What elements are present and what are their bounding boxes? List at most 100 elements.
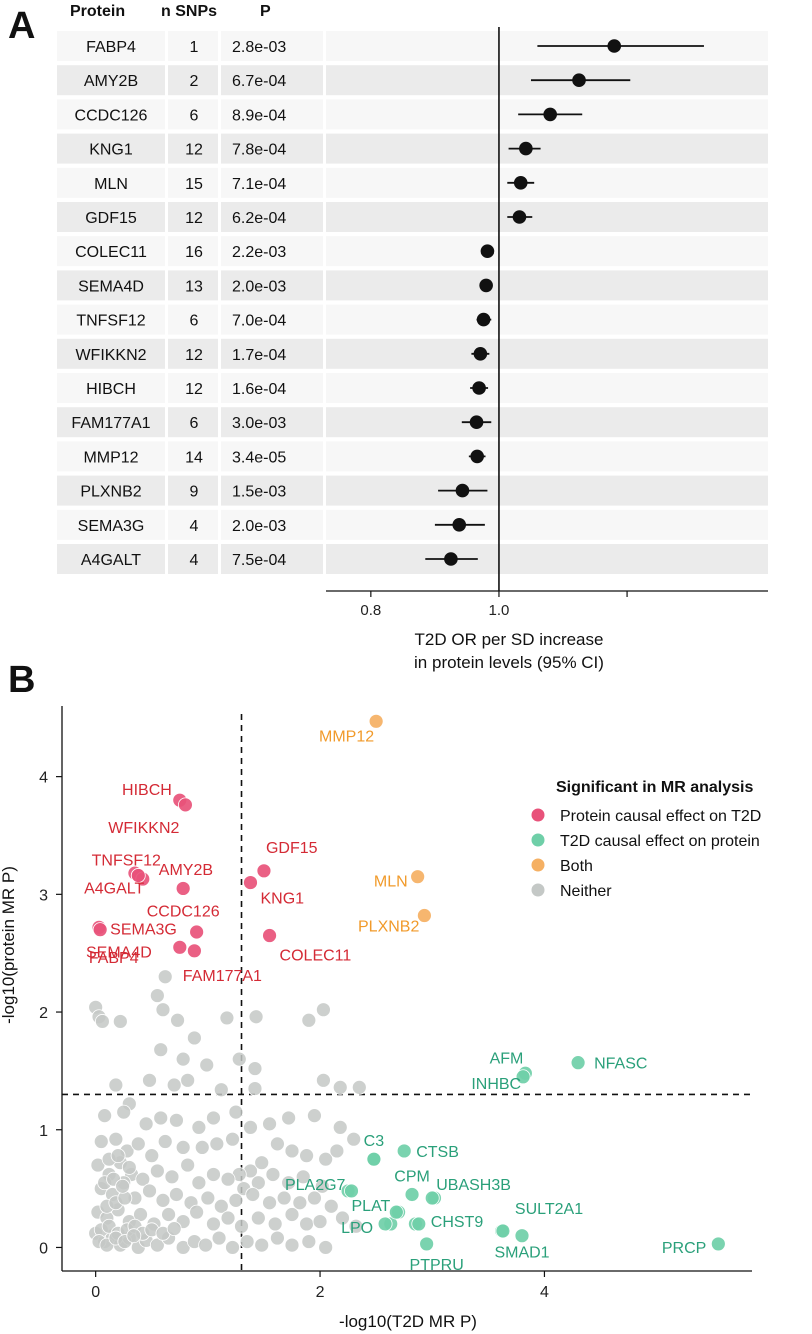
point-neither: [211, 1230, 227, 1246]
scatter-y-tick-label: 3: [39, 887, 48, 904]
row-protein-name: WFIKKN2: [75, 347, 146, 364]
or-point: [479, 278, 493, 293]
row-nsnps: 16: [185, 244, 203, 261]
row-bg-protein: [57, 304, 165, 335]
row-pvalue: 7.8e-04: [232, 142, 286, 159]
point-label: UBASH3B: [436, 1177, 511, 1194]
point-t2d: [344, 1183, 359, 1199]
row-protein-name: FAM177A1: [71, 415, 150, 432]
row-nsnps: 6: [190, 313, 199, 330]
or-point: [476, 312, 491, 327]
row-nsnps: 14: [185, 449, 203, 466]
point-neither: [225, 1240, 240, 1255]
point-neither: [155, 1192, 171, 1208]
point-protein: [130, 868, 146, 883]
row-bg-plot: [326, 304, 768, 335]
point-neither: [243, 1119, 258, 1135]
row-bg-protein: [57, 407, 165, 438]
point-t2d: [495, 1223, 511, 1239]
point-protein: [256, 863, 272, 879]
point-neither: [281, 1110, 297, 1126]
point-label: WFIKKN2: [108, 820, 179, 837]
row-protein-name: MMP12: [83, 449, 138, 466]
row-bg-protein: [57, 544, 165, 574]
point-neither: [200, 1190, 216, 1206]
row-bg-plot: [326, 270, 768, 301]
point-label: CHST9: [431, 1214, 484, 1231]
legend: Significant in MR analysis Protein causa…: [530, 779, 761, 900]
or-point: [543, 107, 558, 122]
point-neither: [348, 1218, 364, 1234]
point-label: INHBC: [471, 1076, 521, 1093]
point-t2d: [396, 1143, 412, 1159]
panel-label-a: A: [8, 5, 35, 47]
row-bg-protein: [57, 338, 165, 369]
point-label: HIBCH: [122, 782, 172, 799]
point-neither: [110, 1148, 126, 1164]
legend-label-protein: Protein causal effect on T2D: [560, 808, 761, 825]
or-point: [512, 210, 527, 224]
point-label: SEMA4D: [86, 944, 152, 961]
row-bg-protein: [57, 99, 165, 130]
point-label: GDF15: [266, 840, 318, 857]
row-protein-name: MLN: [94, 176, 128, 193]
row-bg-p: [221, 304, 323, 335]
row-protein-name: PLXNB2: [80, 484, 141, 501]
point-label: SMAD1: [494, 1245, 549, 1262]
row-bg-p: [221, 133, 323, 164]
row-bg-p: [221, 99, 323, 130]
point-neither: [149, 988, 165, 1003]
row-bg-nsnps: [168, 373, 218, 403]
point-neither: [164, 1169, 180, 1185]
point-neither: [199, 1057, 215, 1073]
point-neither: [144, 1148, 160, 1164]
point-label: CCDC126: [147, 903, 220, 920]
point-neither: [220, 1210, 236, 1226]
point-neither: [153, 1042, 169, 1058]
forest-rows: FABP4 1 2.8e-03 AMY2B 2 6.7e-04 CCDC126 6 8.9e-0…: [57, 31, 768, 574]
point-neither: [281, 1175, 297, 1191]
legend-swatch-both: [530, 857, 546, 873]
scatter-xlabel: -log10(T2D MR P): [339, 1312, 477, 1331]
point-neither: [247, 1081, 263, 1096]
point-neither: [161, 1207, 176, 1222]
row-nsnps: 9: [190, 484, 199, 501]
point-neither: [191, 1175, 207, 1191]
point-neither: [142, 1072, 157, 1088]
point-protein: [172, 939, 188, 955]
point-label: PTPRU: [410, 1257, 464, 1274]
row-protein-name: HIBCH: [86, 381, 136, 398]
point-neither: [318, 1151, 334, 1167]
point-neither: [149, 1163, 165, 1179]
row-bg-nsnps: [168, 407, 218, 438]
row-pvalue: 6.7e-04: [232, 73, 286, 90]
row-protein-name: COLEC11: [75, 244, 147, 261]
or-point: [607, 39, 622, 53]
point-neither: [239, 1234, 255, 1249]
row-bg-plot: [326, 236, 768, 267]
point-neither: [108, 1131, 124, 1147]
point-neither: [157, 1134, 173, 1149]
point-neither: [155, 1002, 171, 1018]
row-bg-nsnps: [168, 509, 218, 540]
point-neither: [231, 1051, 247, 1067]
row-bg-protein: [57, 441, 165, 472]
point-label: LPO: [341, 1220, 373, 1237]
point-t2d: [388, 1204, 404, 1220]
point-label: PLAT: [352, 1198, 391, 1215]
point-neither: [175, 1051, 191, 1067]
point-neither: [97, 1108, 113, 1124]
row-nsnps: 12: [185, 347, 203, 364]
point-neither: [314, 1178, 330, 1194]
point-neither: [299, 1148, 314, 1164]
row-bg-p: [221, 475, 323, 506]
or-point: [469, 415, 484, 430]
legend-swatch-t2d: [530, 832, 546, 848]
row-pvalue: 8.9e-04: [232, 107, 286, 124]
point-t2d: [377, 1216, 393, 1232]
point-neither: [329, 1143, 345, 1159]
point-neither: [198, 1237, 214, 1253]
row-pvalue: 7.0e-04: [232, 313, 286, 330]
point-label: AFM: [490, 1050, 524, 1067]
